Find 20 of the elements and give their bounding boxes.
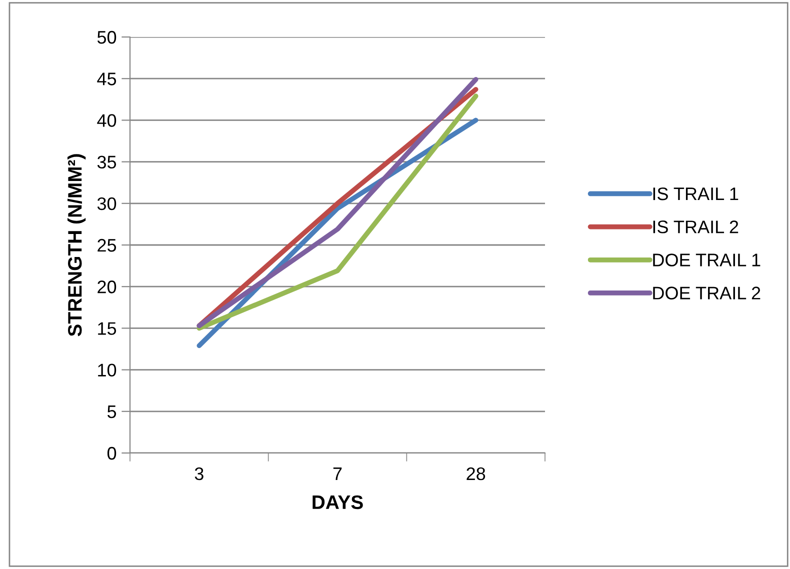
legend-label: IS TRAIL 1 [653, 187, 738, 200]
legend-label: DOE TRAIL 1 [653, 254, 760, 266]
x-tick-label: 7 [333, 468, 342, 480]
y-tick-label: 40 [97, 114, 116, 127]
y-tick-label: 35 [97, 156, 116, 169]
y-tick-label: 25 [98, 238, 116, 252]
y-tick-label: 15 [98, 322, 116, 335]
y-tick-label: 20 [98, 280, 116, 294]
legend-label: IS TRAIL 2 [653, 220, 738, 234]
x-axis-title: DAYS [312, 495, 363, 510]
x-tick-label: 28 [466, 467, 486, 480]
y-tick-label: 45 [97, 72, 116, 86]
y-tick-label: 10 [98, 364, 116, 377]
y-axis-title: STRENGTH (N/MM²) [67, 154, 86, 336]
legend-label: DOE TRAIL 2 [653, 286, 760, 300]
y-tick-label: 5 [107, 406, 116, 418]
y-tick-label: 30 [97, 197, 116, 210]
y-tick-label: 50 [97, 30, 116, 44]
x-tick-label: 3 [194, 467, 204, 480]
y-tick-label: 0 [107, 446, 116, 460]
